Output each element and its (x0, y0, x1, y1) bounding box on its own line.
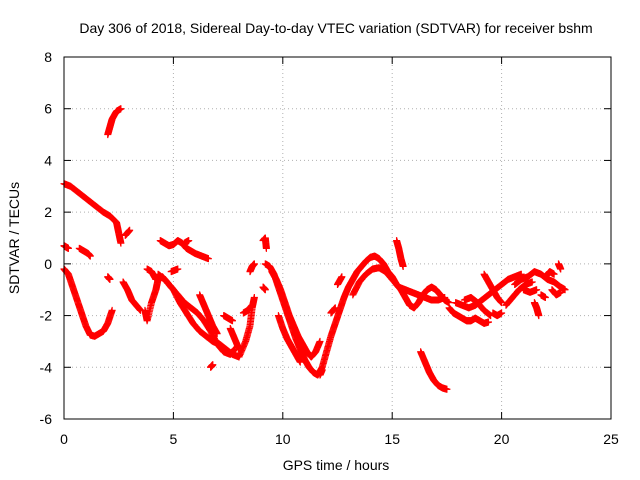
grid (64, 57, 611, 419)
data-point (535, 312, 543, 320)
data-point (533, 286, 541, 294)
data-point (235, 345, 243, 353)
data-point (261, 286, 269, 294)
data-point (126, 226, 134, 234)
y-tick-label: -4 (40, 359, 53, 375)
data-point (248, 301, 256, 309)
data-point (106, 275, 114, 283)
data-point (250, 293, 258, 301)
data-point (338, 273, 346, 281)
data-point (557, 265, 565, 273)
data-point (331, 304, 339, 312)
data-point (228, 317, 236, 325)
y-axis-label: SDTVAR / TECUs (6, 182, 22, 294)
data-point (541, 293, 549, 301)
x-tick-label: 5 (170, 431, 178, 447)
x-tick-label: 10 (275, 431, 291, 447)
data-point (561, 286, 569, 294)
data-point (484, 318, 492, 326)
data-point (213, 330, 221, 338)
plot-frame (63, 56, 612, 420)
data-point (108, 306, 116, 314)
data-point (250, 260, 258, 268)
data-point (318, 366, 326, 374)
x-tick-label: 25 (603, 431, 619, 447)
y-tick-label: -6 (40, 411, 53, 427)
y-tick-label: -2 (40, 308, 53, 324)
x-tick-label: 20 (494, 431, 510, 447)
y-tick-label: 8 (44, 49, 52, 65)
data-point (64, 244, 72, 252)
data-point (117, 105, 125, 113)
x-axis-label: GPS time / hours (283, 457, 390, 473)
data-point (152, 275, 160, 283)
x-tick-label: 15 (384, 431, 400, 447)
data-point (209, 361, 217, 369)
y-tick-label: 4 (44, 152, 52, 168)
y-tick-label: 6 (44, 101, 52, 117)
data-point (296, 358, 304, 366)
data-point (399, 262, 407, 270)
data-point (528, 278, 536, 286)
series-sdtvar (60, 105, 569, 393)
data-point (174, 265, 182, 273)
data-point (204, 255, 212, 263)
data-point (316, 337, 324, 345)
y-tick-label: 2 (44, 204, 52, 220)
data-point (498, 309, 506, 317)
data-point (86, 252, 94, 260)
data-point (550, 270, 558, 278)
data-point (443, 385, 451, 393)
data-point (441, 293, 449, 301)
data-point (498, 299, 506, 307)
data-point (262, 244, 270, 252)
data-point (185, 237, 193, 245)
data-point (117, 239, 125, 247)
y-tick-label: 0 (44, 256, 52, 272)
x-tick-label: 0 (60, 431, 68, 447)
axis-ticks: 0 5 10 15 20 25 -6 -4 -2 0 2 4 6 8 (40, 49, 619, 447)
chart-title: Day 306 of 2018, Sidereal Day-to-day VTE… (79, 20, 592, 36)
data-point (557, 288, 565, 296)
